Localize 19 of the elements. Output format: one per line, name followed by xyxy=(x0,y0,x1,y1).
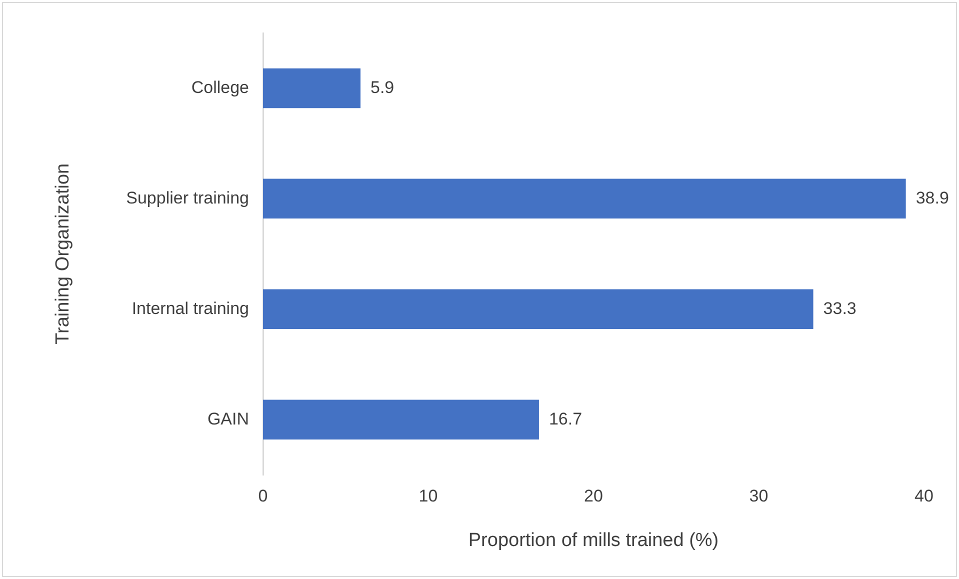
data-label: 16.7 xyxy=(548,409,582,428)
y-tick-label: Supplier training xyxy=(126,188,249,208)
data-label: 5.9 xyxy=(370,78,394,97)
bar xyxy=(263,68,360,108)
x-tick-label: 40 xyxy=(914,486,934,506)
x-tick-label: 20 xyxy=(584,486,603,506)
y-tick-label: College xyxy=(191,78,249,97)
x-tick-label: 10 xyxy=(418,486,438,506)
data-label: 33.3 xyxy=(823,298,856,318)
bar xyxy=(263,400,539,440)
x-tick-label: 0 xyxy=(258,486,268,506)
data-label: 38.9 xyxy=(916,188,949,208)
y-axis-title: Training Organization xyxy=(52,163,74,344)
x-axis-title: Proportion of mills trained (%) xyxy=(468,530,719,551)
bar xyxy=(263,178,906,219)
y-tick-label: GAIN xyxy=(207,409,249,428)
x-tick-label: 30 xyxy=(749,486,768,506)
y-tick-label: Internal training xyxy=(132,298,249,318)
bar xyxy=(263,289,814,330)
